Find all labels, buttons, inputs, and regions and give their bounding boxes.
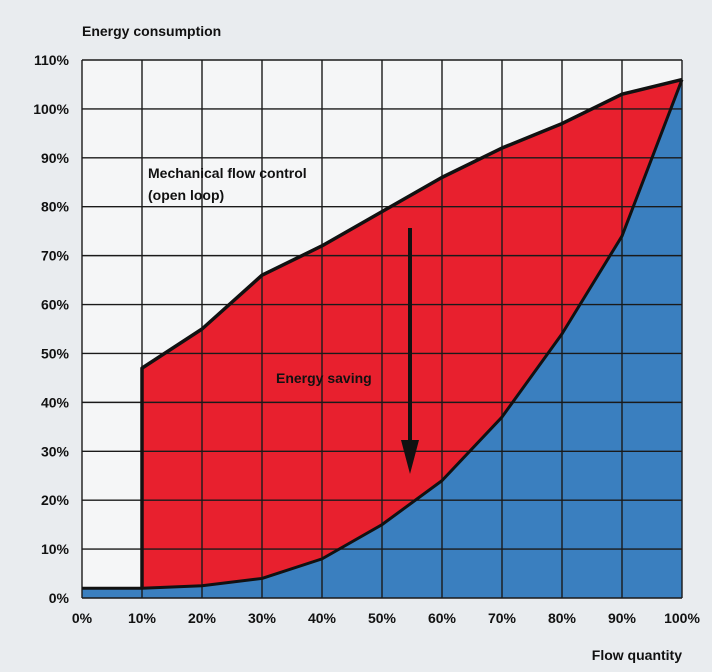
grid-lines (81, 59, 683, 599)
x-tick-label: 90% (608, 610, 637, 626)
annotation-line: Mechanical flow control (148, 165, 307, 181)
annotation-energy-saving: Energy saving (276, 370, 372, 386)
y-tick-label: 70% (41, 248, 70, 264)
y-tick-label: 20% (41, 492, 70, 508)
plot-area (81, 59, 684, 599)
x-tick-label: 40% (308, 610, 337, 626)
series-area-lower (82, 79, 682, 598)
x-tick-labels: 0% 10% 20% 30% 40% 50% 60% 70% 80% 90% 100% (72, 610, 701, 626)
y-tick-label: 80% (41, 199, 70, 215)
x-tick-label: 60% (428, 610, 457, 626)
y-tick-labels: 0% 10% 20% 30% 40% 50% 60% 70% 80% 90% 100% 110% (33, 52, 69, 606)
x-tick-label: 80% (548, 610, 577, 626)
y-tick-label: 10% (41, 541, 70, 557)
x-axis-title: Flow quantity (592, 647, 682, 663)
x-tick-label: 20% (188, 610, 217, 626)
x-tick-label: 50% (368, 610, 397, 626)
x-tick-label: 100% (664, 610, 700, 626)
y-tick-label: 110% (34, 52, 70, 68)
y-tick-label: 90% (41, 150, 70, 166)
x-tick-label: 0% (72, 610, 93, 626)
x-tick-label: 30% (248, 610, 277, 626)
x-tick-label: 10% (128, 610, 157, 626)
x-tick-label: 70% (488, 610, 517, 626)
series-line-lower (82, 79, 684, 590)
annotations: Mechanical flow control (open loop) Energy… (148, 165, 419, 474)
y-tick-label: 30% (41, 443, 70, 459)
y-tick-label: 100% (33, 101, 69, 117)
y-tick-label: 50% (41, 345, 70, 361)
arrow-head (401, 440, 419, 474)
annotation-line: (open loop) (148, 187, 224, 203)
y-tick-label: 40% (41, 394, 70, 410)
y-tick-label: 0% (49, 590, 70, 606)
y-tick-label: 60% (41, 297, 70, 313)
series-line-mechanical (140, 77, 683, 589)
annotation-mechanical-flow-control: Mechanical flow control (open loop) (148, 165, 307, 203)
y-axis-title: Energy consumption (82, 23, 221, 39)
